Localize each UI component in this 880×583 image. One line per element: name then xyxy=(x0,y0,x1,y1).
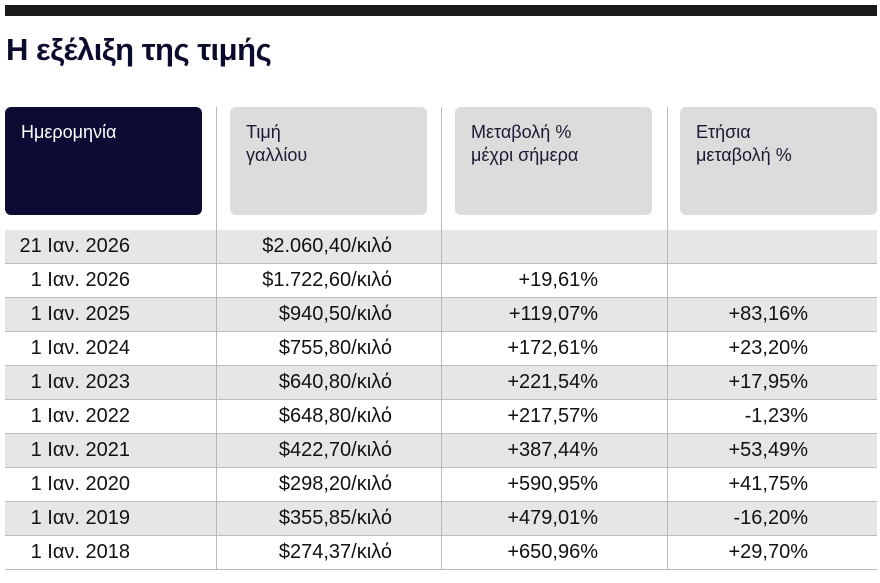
table-cell: 1 Ιαν. 2022 xyxy=(30,405,130,427)
table-cell: +83,16% xyxy=(728,303,808,325)
header-cell: Μεταβολή % μέχρι σήμερα xyxy=(455,107,652,215)
table-cell: $755,80/κιλό xyxy=(278,337,392,359)
table-cell: -16,20% xyxy=(733,507,809,529)
table-cell: $640,80/κιλό xyxy=(278,371,392,393)
table-cell: +479,01% xyxy=(507,507,598,529)
table-cell: $274,37/κιλό xyxy=(278,541,392,563)
table-cell: 1 Ιαν. 2023 xyxy=(30,371,130,393)
column-separator xyxy=(441,107,442,570)
table-cell: +41,75% xyxy=(728,473,808,495)
table-cell: +23,20% xyxy=(728,337,808,359)
table-cell: $648,80/κιλό xyxy=(278,405,392,427)
header-cell: Τιμή γαλλίου xyxy=(230,107,427,215)
header-line: Τιμή xyxy=(246,122,281,142)
title: Η εξέλιξη της τιμής xyxy=(6,32,272,67)
table-cell: $298,20/κιλό xyxy=(278,473,392,495)
table-cell: $355,85/κιλό xyxy=(278,507,392,529)
table-cell: $2.060,40/κιλό xyxy=(262,235,392,257)
table-cell: +590,95% xyxy=(507,473,598,495)
table-cell: 1 Ιαν. 2020 xyxy=(30,473,130,495)
table-cell: 1 Ιαν. 2021 xyxy=(30,439,130,461)
table-cell: +172,61% xyxy=(507,337,598,359)
header-cell: Ημερομηνία xyxy=(5,107,202,215)
header-line: Ημερομηνία xyxy=(21,122,117,142)
table-cell: 1 Ιαν. 2018 xyxy=(30,541,130,563)
table-cell: +221,54% xyxy=(507,371,598,393)
table-cell: $422,70/κιλό xyxy=(278,439,392,461)
table-cell: 1 Ιαν. 2026 xyxy=(30,269,130,291)
table-cell: -1,23% xyxy=(744,405,808,427)
header-line: μεταβολή % xyxy=(696,145,792,165)
table-cell: +387,44% xyxy=(507,439,598,461)
table-cell: $940,50/κιλό xyxy=(278,303,392,325)
top-rule xyxy=(5,5,877,16)
table-row: 1 Ιαν. 2022 $648,80/κιλό +217,57% -1,23% xyxy=(5,400,877,434)
table-cell: +19,61% xyxy=(518,269,598,291)
table-cell: 1 Ιαν. 2019 xyxy=(30,507,130,529)
column-separator xyxy=(216,107,217,570)
header-line: γαλλίου xyxy=(246,145,308,165)
table-cell: +650,96% xyxy=(507,541,598,563)
header-line: Ετήσια xyxy=(696,122,751,142)
table-cell: +17,95% xyxy=(728,371,808,393)
table-cell: 1 Ιαν. 2024 xyxy=(30,337,130,359)
table-cell: +119,07% xyxy=(508,303,598,325)
table-cell: $1.722,60/κιλό xyxy=(262,269,392,291)
header-line: Μεταβολή % xyxy=(471,122,572,142)
header-line: μέχρι σήμερα xyxy=(471,145,579,165)
header-cell: Ετήσια μεταβολή % xyxy=(680,107,877,215)
table-cell: +29,70% xyxy=(728,541,808,563)
table-cell: +53,49% xyxy=(728,439,808,461)
column-separator xyxy=(667,107,668,570)
table-cell: +217,57% xyxy=(507,405,598,427)
table-cell: 21 Ιαν. 2026 xyxy=(19,235,130,257)
table-cell: 1 Ιαν. 2025 xyxy=(30,303,130,325)
